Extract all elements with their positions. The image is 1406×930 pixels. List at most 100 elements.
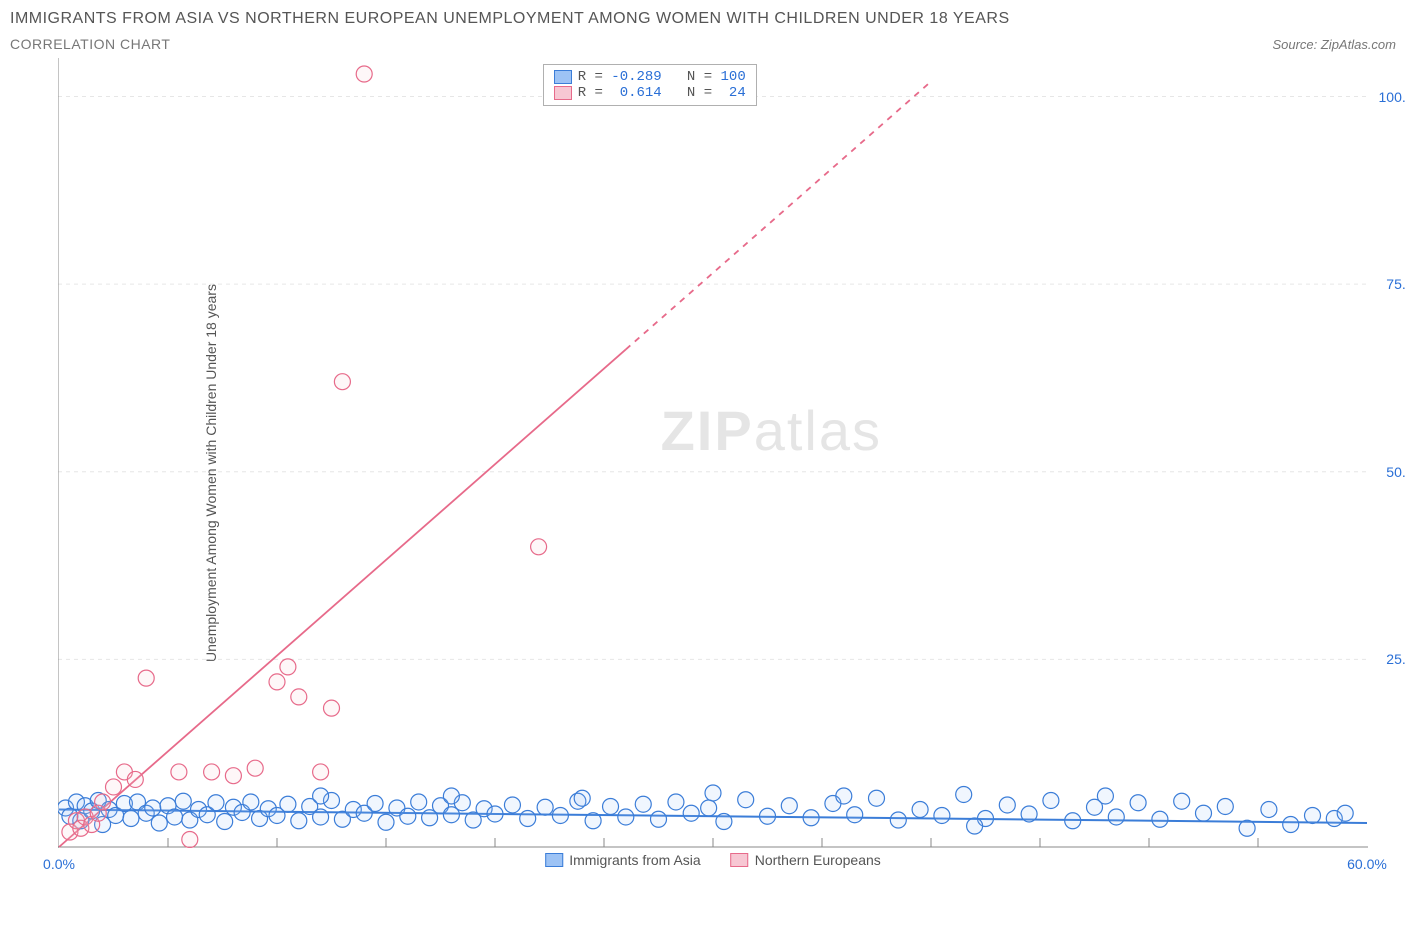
data-point bbox=[280, 796, 296, 812]
data-point bbox=[1239, 820, 1255, 836]
data-point bbox=[651, 811, 667, 827]
data-point bbox=[999, 797, 1015, 813]
data-point bbox=[171, 764, 187, 780]
data-point bbox=[705, 785, 721, 801]
data-point bbox=[956, 786, 972, 802]
chart-container: IMMIGRANTS FROM ASIA VS NORTHERN EUROPEA… bbox=[10, 10, 1396, 888]
data-point bbox=[138, 670, 154, 686]
data-point bbox=[313, 764, 329, 780]
data-point bbox=[225, 768, 241, 784]
data-point bbox=[356, 66, 372, 82]
data-point bbox=[313, 788, 329, 804]
legend-stat: R = -0.289 N = 100 bbox=[578, 69, 746, 85]
data-point bbox=[1196, 805, 1212, 821]
y-tick-label: 25.0% bbox=[1386, 651, 1406, 667]
data-point bbox=[1261, 801, 1277, 817]
data-point bbox=[531, 539, 547, 555]
data-point bbox=[247, 760, 263, 776]
data-point bbox=[243, 794, 259, 810]
source-label: Source: ZipAtlas.com bbox=[1272, 37, 1396, 52]
data-point bbox=[1108, 809, 1124, 825]
data-point bbox=[1305, 807, 1321, 823]
data-point bbox=[618, 809, 634, 825]
correlation-legend: R = -0.289 N = 100R = 0.614 N = 24 bbox=[543, 64, 757, 106]
data-point bbox=[167, 809, 183, 825]
data-point bbox=[175, 793, 191, 809]
legend-swatch bbox=[731, 853, 749, 867]
data-point bbox=[1097, 788, 1113, 804]
data-point bbox=[781, 798, 797, 814]
data-point bbox=[280, 659, 296, 675]
data-point bbox=[123, 810, 139, 826]
legend-swatch bbox=[554, 86, 572, 100]
legend-item: Immigrants from Asia bbox=[545, 852, 700, 868]
data-point bbox=[890, 812, 906, 828]
data-point bbox=[400, 808, 416, 824]
data-point bbox=[552, 807, 568, 823]
data-point bbox=[334, 374, 350, 390]
data-point bbox=[701, 800, 717, 816]
data-point bbox=[151, 815, 167, 831]
data-point bbox=[537, 799, 553, 815]
data-point bbox=[836, 788, 852, 804]
plot-area: ZIPatlas25.0%50.0%75.0%100.0%0.0%60.0%R … bbox=[58, 58, 1368, 888]
data-point bbox=[204, 764, 220, 780]
y-tick-label: 100.0% bbox=[1379, 89, 1406, 105]
data-point bbox=[367, 795, 383, 811]
data-point bbox=[847, 807, 863, 823]
data-point bbox=[635, 796, 651, 812]
series-legend: Immigrants from Asia Northern Europeans bbox=[545, 852, 881, 868]
y-tick-label: 50.0% bbox=[1386, 464, 1406, 480]
data-point bbox=[934, 807, 950, 823]
data-point bbox=[1152, 811, 1168, 827]
y-tick-label: 75.0% bbox=[1386, 276, 1406, 292]
data-point bbox=[269, 674, 285, 690]
data-point bbox=[1283, 816, 1299, 832]
data-point bbox=[803, 810, 819, 826]
data-point bbox=[504, 797, 520, 813]
data-point bbox=[716, 813, 732, 829]
x-tick-label: 60.0% bbox=[1347, 856, 1387, 872]
data-point bbox=[1174, 793, 1190, 809]
legend-stat: R = 0.614 N = 24 bbox=[578, 85, 746, 101]
chart-title: IMMIGRANTS FROM ASIA VS NORTHERN EUROPEA… bbox=[10, 10, 1010, 28]
legend-item: Northern Europeans bbox=[731, 852, 881, 868]
data-point bbox=[683, 805, 699, 821]
data-point bbox=[520, 810, 536, 826]
data-point bbox=[1130, 795, 1146, 811]
data-point bbox=[1337, 805, 1353, 821]
legend-label: Immigrants from Asia bbox=[569, 852, 700, 868]
data-point bbox=[1217, 798, 1233, 814]
data-point bbox=[967, 818, 983, 834]
data-point bbox=[145, 800, 161, 816]
legend-swatch bbox=[554, 70, 572, 84]
data-point bbox=[869, 790, 885, 806]
data-point bbox=[127, 771, 143, 787]
data-point bbox=[585, 813, 601, 829]
data-point bbox=[95, 794, 111, 810]
data-point bbox=[443, 788, 459, 804]
data-point bbox=[106, 779, 122, 795]
data-point bbox=[208, 795, 224, 811]
chart-subtitle: CORRELATION CHART bbox=[10, 36, 1010, 52]
legend-swatch bbox=[545, 853, 563, 867]
x-tick-label: 0.0% bbox=[43, 856, 75, 872]
data-point bbox=[378, 814, 394, 830]
legend-label: Northern Europeans bbox=[755, 852, 881, 868]
data-point bbox=[324, 700, 340, 716]
data-point bbox=[1021, 806, 1037, 822]
data-point bbox=[738, 792, 754, 808]
data-point bbox=[291, 813, 307, 829]
data-point bbox=[411, 794, 427, 810]
data-point bbox=[603, 798, 619, 814]
scatter-svg bbox=[58, 58, 1368, 848]
data-point bbox=[291, 689, 307, 705]
data-point bbox=[912, 801, 928, 817]
data-point bbox=[182, 831, 198, 847]
data-point bbox=[760, 808, 776, 824]
data-point bbox=[1043, 792, 1059, 808]
data-point bbox=[487, 806, 503, 822]
data-point bbox=[217, 813, 233, 829]
data-point bbox=[574, 790, 590, 806]
data-point bbox=[313, 809, 329, 825]
